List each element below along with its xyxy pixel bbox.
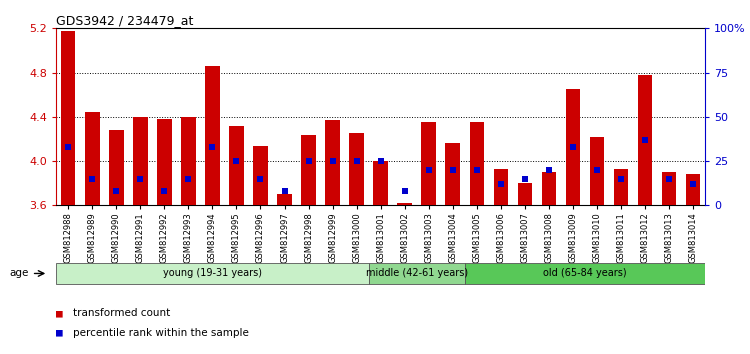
Text: young (19-31 years): young (19-31 years): [163, 268, 262, 278]
Bar: [686, 175, 700, 205]
Bar: [302, 135, 316, 205]
Bar: [85, 113, 100, 205]
Point: [326, 158, 338, 164]
Bar: [230, 126, 244, 205]
Bar: [590, 137, 604, 205]
Text: old (65-84 years): old (65-84 years): [543, 268, 627, 278]
Bar: [158, 119, 172, 205]
Point: [495, 181, 507, 187]
Text: percentile rank within the sample: percentile rank within the sample: [73, 328, 248, 338]
Point: [639, 137, 651, 143]
Text: middle (42-61 years): middle (42-61 years): [365, 268, 468, 278]
Point: [567, 144, 579, 150]
Bar: [374, 161, 388, 205]
Point: [374, 158, 387, 164]
Bar: [61, 30, 76, 205]
Point: [302, 158, 314, 164]
Bar: [614, 169, 628, 205]
Bar: [566, 89, 580, 205]
Bar: [398, 203, 412, 205]
Bar: [326, 120, 340, 205]
Text: GDS3942 / 234479_at: GDS3942 / 234479_at: [56, 14, 194, 27]
Point: [399, 188, 411, 194]
Point: [663, 176, 675, 182]
Bar: [518, 183, 532, 205]
Point: [230, 158, 242, 164]
Bar: [494, 169, 508, 205]
Bar: [446, 143, 460, 205]
Bar: [422, 122, 436, 205]
Bar: [470, 122, 484, 205]
Bar: [109, 130, 124, 205]
Bar: [350, 133, 364, 205]
Point: [447, 167, 459, 173]
Text: ■: ■: [56, 308, 63, 318]
Point: [615, 176, 627, 182]
Point: [543, 167, 555, 173]
Point: [687, 181, 699, 187]
FancyBboxPatch shape: [368, 263, 465, 284]
Bar: [182, 117, 196, 205]
Point: [471, 167, 483, 173]
Point: [519, 176, 531, 182]
Text: age: age: [9, 268, 28, 278]
Point: [591, 167, 603, 173]
Point: [350, 158, 362, 164]
Point: [206, 144, 218, 150]
Point: [423, 167, 435, 173]
Bar: [206, 66, 220, 205]
Bar: [134, 117, 148, 205]
Point: [62, 144, 74, 150]
Bar: [542, 172, 556, 205]
Bar: [662, 172, 676, 205]
Point: [278, 188, 290, 194]
Bar: [254, 145, 268, 205]
Point: [86, 176, 98, 182]
Point: [110, 188, 122, 194]
Bar: [638, 75, 652, 205]
FancyBboxPatch shape: [465, 263, 705, 284]
Point: [158, 188, 170, 194]
Text: transformed count: transformed count: [73, 308, 170, 318]
FancyBboxPatch shape: [56, 263, 368, 284]
Point: [134, 176, 146, 182]
Bar: [278, 194, 292, 205]
Point: [182, 176, 194, 182]
Text: ■: ■: [56, 328, 63, 338]
Point: [254, 176, 266, 182]
